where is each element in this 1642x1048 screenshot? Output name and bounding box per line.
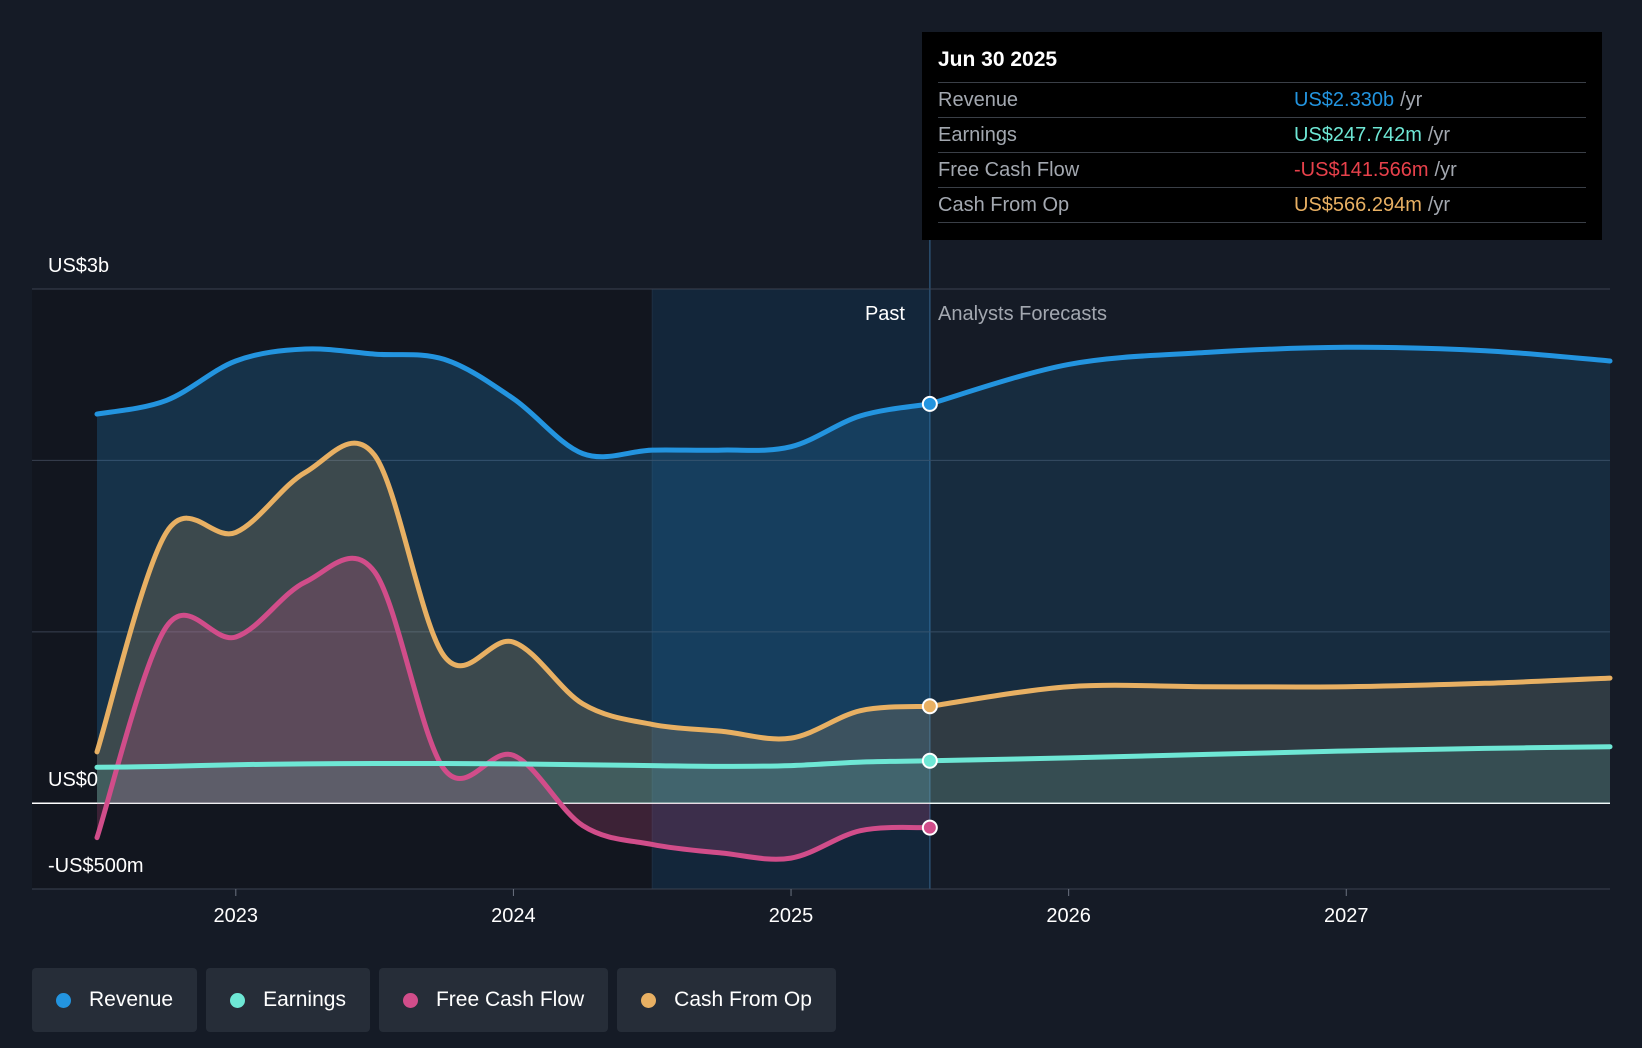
series-lines: [94, 344, 1613, 862]
tooltip-date: Jun 30 2025: [938, 48, 1586, 83]
tooltip-label: Earnings: [938, 123, 1017, 146]
legend-item-free-cash-flow[interactable]: Free Cash Flow: [378, 968, 609, 1032]
x-tick-label-2024: 2024: [491, 905, 536, 927]
earnings-current-point: [921, 752, 938, 769]
legend-item-cash-from-op[interactable]: Cash From Op: [617, 968, 836, 1032]
gridlines: [32, 288, 1610, 890]
free-cash-flow-dot-icon: [402, 992, 418, 1008]
legend-label: Earnings: [263, 988, 346, 1011]
legend-label: Free Cash Flow: [435, 988, 585, 1011]
tooltip-label: Cash From Op: [938, 193, 1070, 216]
free-cash-flow-current-point: [921, 819, 938, 836]
cash-from-op-dot-icon: [641, 992, 657, 1008]
tooltip-row-free-cash-flow: Free Cash Flow -US$141.566m /yr: [938, 153, 1586, 188]
y-label-zero: US$0: [48, 769, 98, 791]
forecast-label: Analysts Forecasts: [938, 303, 1107, 325]
recent-highlight-region: [652, 289, 930, 889]
earnings-forecast-area: [929, 746, 1610, 804]
series-areas: [97, 347, 1610, 860]
earnings-dot-icon: [230, 992, 246, 1008]
revenue-current-point: [921, 395, 938, 412]
cash-from-op-line: [94, 440, 933, 755]
tooltip-unit: /yr: [1427, 123, 1451, 146]
legend: Revenue Earnings Free Cash Flow Cash Fro…: [32, 968, 836, 1032]
cash-from-op-area: [97, 443, 930, 804]
tooltip-value: US$566.294m: [1294, 193, 1422, 216]
data-tooltip: Jun 30 2025 Revenue US$2.330b /yr Earnin…: [922, 32, 1602, 240]
current-markers: [921, 395, 938, 836]
tooltip-row-earnings: Earnings US$247.742m /yr: [938, 118, 1586, 153]
tooltip-unit: /yr: [1400, 88, 1423, 111]
tooltip-unit: /yr: [1427, 193, 1451, 216]
y-label-top: US$3b: [48, 255, 109, 277]
legend-label: Cash From Op: [674, 988, 812, 1011]
tooltip-label: Revenue: [938, 88, 1019, 111]
earnings-line: [94, 758, 933, 770]
cash-from-op-forecast-line: [927, 675, 1613, 709]
x-tick-label-2026: 2026: [1046, 905, 1091, 927]
past-label: Past: [865, 303, 905, 325]
tooltip-label: Free Cash Flow: [938, 158, 1080, 181]
free-cash-flow-area: [97, 558, 930, 860]
legend-item-earnings[interactable]: Earnings: [206, 968, 370, 1032]
revenue-forecast-area: [929, 347, 1610, 804]
cash-from-op-current-point: [921, 698, 938, 715]
tooltip-row-cash-from-op: Cash From Op US$566.294m /yr: [938, 188, 1586, 223]
tooltip-row-revenue: Revenue US$2.330b /yr: [938, 83, 1586, 118]
earnings-forecast-line: [927, 744, 1613, 764]
revenue-forecast-line: [927, 344, 1613, 407]
revenue-line: [94, 346, 933, 460]
x-tick-label-2023: 2023: [214, 905, 259, 927]
x-tick-label-2027: 2027: [1324, 905, 1369, 927]
tooltip-value: US$247.742m: [1294, 123, 1422, 146]
revenue-dot-icon: [56, 992, 71, 1008]
tooltip-unit: /yr: [1434, 158, 1457, 181]
legend-label: Revenue: [89, 988, 174, 1011]
earnings-area: [97, 760, 930, 804]
tooltip-value: US$2.330b: [1294, 88, 1395, 111]
x-axis-ticks: 2023 2024 2025 2026 2027: [214, 889, 1369, 927]
x-tick-label-2025: 2025: [769, 905, 814, 927]
cash-from-op-forecast-area: [929, 678, 1610, 804]
tooltip-value: -US$141.566m: [1294, 158, 1429, 181]
y-label-bottom: -US$500m: [48, 855, 144, 877]
chart-background: [32, 240, 931, 889]
free-cash-flow-line: [94, 555, 933, 862]
legend-item-revenue[interactable]: Revenue: [32, 968, 198, 1032]
revenue-area: [97, 348, 930, 804]
